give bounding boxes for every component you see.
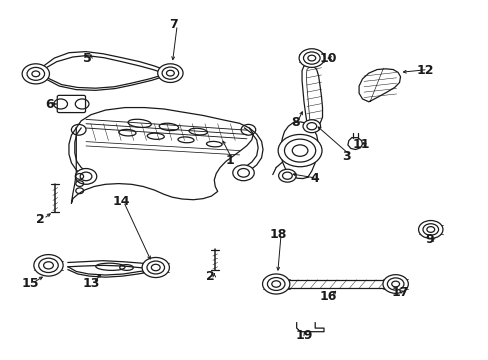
Text: 9: 9	[425, 233, 433, 246]
Text: 3: 3	[342, 150, 350, 163]
Text: 15: 15	[21, 277, 39, 290]
Circle shape	[278, 134, 322, 167]
FancyBboxPatch shape	[57, 95, 85, 113]
Text: 2: 2	[36, 213, 45, 226]
Text: 1: 1	[225, 154, 234, 167]
Circle shape	[22, 64, 49, 84]
Circle shape	[158, 64, 183, 82]
Text: 14: 14	[113, 195, 130, 208]
Text: 5: 5	[83, 51, 92, 64]
Circle shape	[34, 255, 63, 276]
Text: 6: 6	[45, 98, 54, 111]
Text: 2: 2	[205, 270, 214, 283]
Text: 7: 7	[169, 18, 178, 31]
Text: 4: 4	[310, 172, 319, 185]
Text: 17: 17	[391, 287, 408, 300]
Text: 8: 8	[291, 116, 300, 129]
Circle shape	[299, 49, 324, 67]
Circle shape	[262, 274, 289, 294]
Circle shape	[278, 169, 296, 182]
Text: 18: 18	[269, 228, 287, 241]
Text: 19: 19	[295, 329, 312, 342]
Circle shape	[303, 120, 320, 133]
Circle shape	[382, 275, 407, 293]
Text: 12: 12	[415, 64, 433, 77]
Text: 11: 11	[352, 138, 369, 151]
Circle shape	[232, 165, 254, 181]
Circle shape	[418, 221, 442, 238]
Circle shape	[75, 168, 97, 184]
Text: 13: 13	[82, 277, 100, 290]
Text: 16: 16	[319, 290, 336, 303]
Circle shape	[142, 257, 169, 278]
Text: 10: 10	[319, 51, 336, 64]
